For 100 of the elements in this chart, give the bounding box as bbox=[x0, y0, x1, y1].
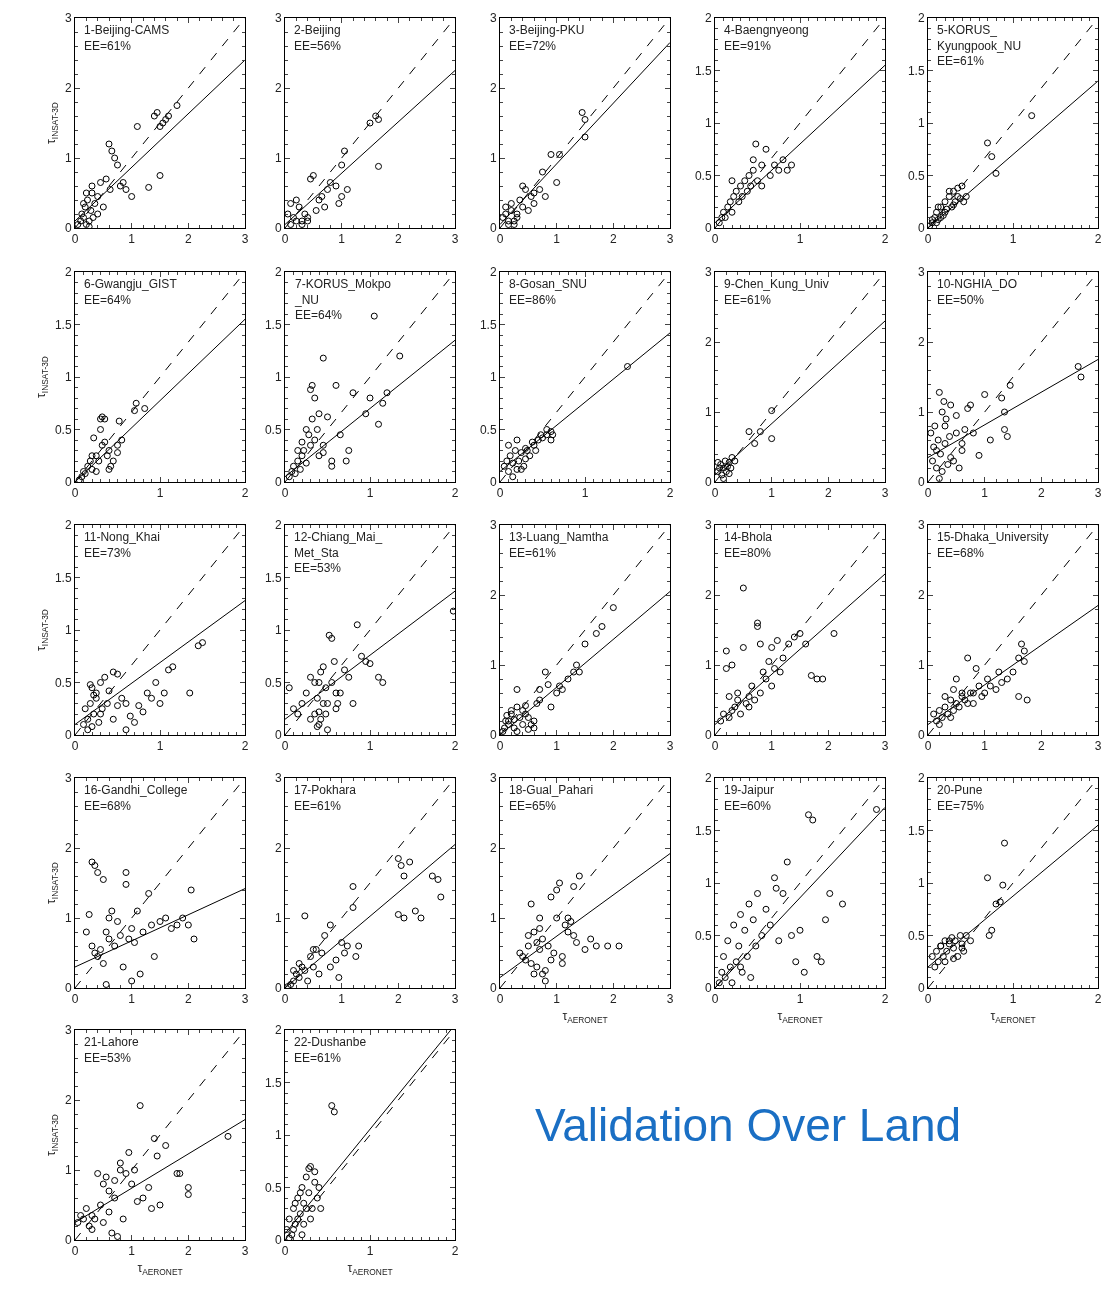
y-tick-label: 1 bbox=[489, 151, 497, 166]
point bbox=[322, 710, 330, 718]
point bbox=[524, 942, 532, 950]
point bbox=[383, 389, 391, 397]
point bbox=[84, 715, 92, 723]
point bbox=[718, 968, 726, 976]
point bbox=[88, 942, 96, 950]
point bbox=[80, 214, 87, 221]
x-tick-label: 1 bbox=[156, 486, 164, 501]
point bbox=[609, 604, 617, 612]
point bbox=[992, 900, 1000, 908]
point bbox=[930, 443, 938, 451]
point bbox=[731, 457, 739, 465]
point bbox=[988, 926, 996, 934]
point bbox=[328, 634, 336, 642]
point bbox=[294, 447, 302, 454]
point bbox=[984, 675, 991, 683]
point bbox=[759, 668, 767, 676]
point bbox=[1009, 668, 1017, 676]
y-tick-label: 0 bbox=[917, 221, 925, 236]
y-tick-label: 0.5 bbox=[264, 1180, 282, 1195]
point bbox=[935, 475, 943, 482]
point bbox=[937, 203, 945, 211]
point bbox=[522, 186, 529, 193]
x-tick-label: 2 bbox=[394, 992, 402, 1007]
y-tick-label: 2 bbox=[64, 841, 72, 856]
point bbox=[532, 447, 540, 454]
point bbox=[969, 700, 977, 707]
point bbox=[298, 963, 306, 971]
point bbox=[319, 354, 327, 362]
point bbox=[311, 679, 319, 686]
x-tick-label: 1 bbox=[366, 739, 374, 754]
point bbox=[92, 468, 100, 475]
annotation: EE=61% bbox=[294, 798, 342, 813]
x-tick-label: 1 bbox=[366, 486, 374, 501]
y-tick-label: 1 bbox=[64, 623, 72, 638]
point bbox=[967, 689, 974, 697]
point bbox=[352, 953, 360, 960]
point bbox=[99, 1180, 107, 1188]
point bbox=[88, 723, 96, 731]
point bbox=[522, 702, 529, 710]
x-tick-label: 3 bbox=[881, 486, 889, 501]
point bbox=[111, 1194, 119, 1202]
point bbox=[91, 862, 99, 869]
annotation: 1-Beijing-CAMS bbox=[84, 23, 170, 37]
point bbox=[128, 977, 136, 985]
point bbox=[94, 210, 102, 218]
point bbox=[502, 717, 510, 725]
point bbox=[375, 420, 382, 428]
y-tick-label: 0 bbox=[64, 981, 72, 996]
point bbox=[519, 953, 527, 960]
point bbox=[105, 935, 113, 943]
point bbox=[547, 703, 555, 711]
point bbox=[162, 914, 170, 922]
point bbox=[362, 658, 370, 665]
point bbox=[940, 398, 948, 405]
point bbox=[536, 946, 544, 953]
point bbox=[153, 1152, 161, 1160]
point bbox=[539, 434, 546, 442]
x-tick-label: 2 bbox=[184, 1244, 192, 1259]
point bbox=[500, 728, 507, 735]
annotation: EE=86% bbox=[509, 292, 557, 307]
x-tick-label: 2 bbox=[1094, 232, 1101, 247]
point bbox=[296, 465, 304, 473]
point bbox=[332, 956, 340, 964]
point bbox=[326, 963, 334, 971]
point bbox=[300, 1199, 308, 1207]
point bbox=[97, 679, 104, 686]
point bbox=[520, 462, 528, 470]
point bbox=[81, 470, 89, 478]
point bbox=[735, 942, 743, 950]
y-tick-label: 2 bbox=[704, 335, 712, 350]
point bbox=[81, 705, 89, 713]
point bbox=[507, 200, 515, 207]
point bbox=[513, 214, 521, 221]
x-tick-label: 3 bbox=[666, 232, 674, 247]
y-tick-label: 1 bbox=[64, 911, 72, 926]
point bbox=[122, 880, 130, 888]
point bbox=[302, 459, 310, 467]
point bbox=[581, 946, 589, 953]
point bbox=[507, 710, 515, 718]
y-tick-label: 3 bbox=[489, 771, 497, 786]
point bbox=[300, 447, 308, 454]
y-tick-label: 1 bbox=[489, 911, 497, 926]
point bbox=[125, 935, 133, 943]
x-tick-label: 2 bbox=[1094, 992, 1101, 1007]
point bbox=[307, 715, 314, 723]
y-tick-label: 2 bbox=[704, 588, 712, 603]
point bbox=[941, 198, 949, 206]
annotation: 12-Chiang_Mai_ Met_Sta bbox=[294, 530, 383, 560]
point bbox=[105, 447, 113, 454]
point bbox=[82, 189, 90, 197]
x-tick-label: 3 bbox=[451, 232, 459, 247]
y-tick-label: 2 bbox=[64, 265, 72, 280]
point bbox=[328, 462, 336, 470]
point bbox=[94, 953, 102, 960]
point bbox=[82, 928, 90, 936]
y-tick-label: 0.5 bbox=[479, 422, 497, 437]
y-tick-label: 2 bbox=[489, 841, 497, 856]
point bbox=[315, 196, 323, 204]
